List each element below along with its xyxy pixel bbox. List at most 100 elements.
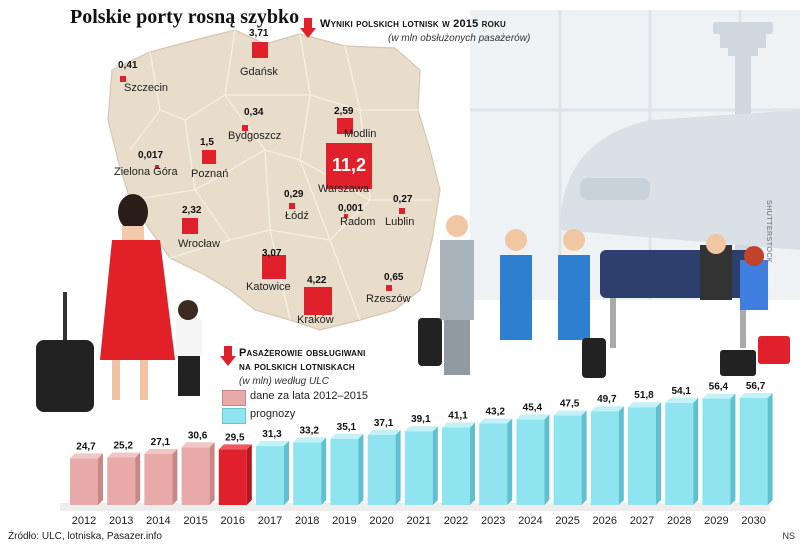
airport-city: Modlin [344, 128, 377, 140]
bar-side [656, 402, 661, 505]
bar-top [739, 393, 773, 398]
bar-side [618, 406, 624, 505]
bar-value-label: 27,1 [151, 437, 171, 448]
page-title: Polskie porty rosną szybko [70, 6, 300, 28]
photo-credit: SHUTTERSTOCK [765, 200, 772, 264]
airport-value: 2,32 [182, 205, 202, 216]
bar-front [256, 445, 284, 505]
bar-value-label: 33,2 [299, 425, 319, 436]
airport-marker-6 [155, 165, 159, 169]
airport-marker-7 [326, 143, 372, 189]
bar-front [293, 442, 322, 505]
bar-side [730, 393, 736, 505]
bar-front [590, 411, 619, 505]
airport-city: Łódź [285, 210, 309, 222]
bar-top [256, 440, 289, 446]
airport-marker-3 [242, 125, 248, 131]
airport-value: 0,001 [338, 203, 364, 214]
bar-top [553, 410, 587, 416]
airport-marker-2 [252, 42, 268, 58]
bar-value-label: 31,3 [262, 429, 282, 440]
bar-value-label: 41,1 [448, 410, 468, 421]
airport-marker-14 [386, 285, 392, 291]
bar-year-label: 2029 [704, 515, 728, 527]
airport-city: Rzeszów [366, 293, 411, 305]
bar-2030 [739, 393, 773, 505]
bar-top [330, 433, 364, 439]
bar-value-label: 54,1 [671, 386, 691, 397]
bar-front [516, 419, 545, 505]
airport-city: Wrocław [178, 238, 220, 250]
bar-top [367, 429, 401, 435]
bar-top [181, 442, 215, 448]
arrow-down-icon [300, 18, 316, 38]
airport-marker-11 [182, 218, 198, 234]
bar-2018 [293, 437, 327, 505]
airport-city: Lublin [385, 216, 415, 228]
airport-city: Szczecin [124, 82, 169, 94]
bar-2027 [628, 402, 661, 505]
bar-year-label: 2016 [221, 515, 245, 527]
bar-year-label: 2030 [741, 515, 765, 527]
bar-side [470, 422, 475, 505]
bar-front [628, 407, 656, 505]
bar-top [293, 437, 327, 443]
airport-marker-12 [262, 255, 286, 279]
bar-year-label: 2027 [630, 515, 654, 527]
bar-front [479, 423, 508, 505]
airport-city: Warszawa [318, 183, 369, 195]
legend-swatch-historical [222, 390, 246, 406]
airport-marker-9 [344, 214, 348, 218]
legend-label-historical: dane za lata 2012–2015 [250, 390, 369, 402]
bar-value-label: 35,1 [337, 422, 357, 433]
author-credit: NS [782, 531, 795, 541]
bar-side [693, 397, 699, 505]
bar-front [144, 453, 173, 505]
bar-side [209, 442, 215, 505]
bar-front [665, 402, 694, 505]
bar-front [107, 457, 136, 505]
bar-front [218, 449, 247, 505]
bar-year-label: 2015 [183, 515, 207, 527]
airport-city: Poznań [191, 168, 229, 180]
airport-marker-10 [399, 208, 405, 214]
airport-value: 1,5 [200, 137, 214, 148]
bar-top [442, 422, 475, 428]
bar-side [544, 414, 550, 505]
bar-value-label: 47,5 [560, 398, 580, 409]
bar-front [181, 447, 210, 505]
airport-value: 3,07 [262, 248, 282, 259]
bar-value-label: 39,1 [411, 414, 431, 425]
bar-year-label: 2026 [593, 515, 617, 527]
airport-marker-5 [202, 150, 216, 164]
airport-marker-1 [120, 76, 126, 82]
voivodeship-borders [129, 29, 432, 321]
airports-subheading: (w mln obsłużonych pasażerów) [388, 33, 531, 44]
airport-city: Gdańsk [240, 66, 278, 78]
bar-side [581, 410, 587, 505]
bar-side [98, 453, 103, 505]
bar-year-label: 2021 [407, 515, 431, 527]
bar-2024 [516, 414, 550, 505]
airport-value: 4,22 [307, 275, 327, 286]
bar-year-label: 2022 [444, 515, 468, 527]
bar-top [479, 418, 513, 424]
woman-traveler-illustration [36, 194, 175, 412]
airport-marker-8 [289, 203, 295, 209]
bar-2025 [553, 410, 587, 505]
bar-side [395, 429, 401, 505]
bar-top [590, 406, 624, 412]
bar-year-label: 2012 [72, 515, 96, 527]
airport-value: 0,41 [118, 60, 138, 71]
airport-value: 0,27 [393, 194, 413, 205]
bar-year-label: 2014 [146, 515, 170, 527]
bar-value-label: 49,7 [597, 394, 617, 405]
arrow-down-icon [220, 346, 236, 366]
passengers-illustration [418, 215, 606, 378]
airport-value: 0,29 [284, 189, 304, 200]
bar-front [702, 398, 731, 505]
bar-value-label: 51,8 [634, 390, 654, 401]
airport-value: 11,2 [331, 155, 367, 175]
bar-2012 [70, 453, 103, 505]
